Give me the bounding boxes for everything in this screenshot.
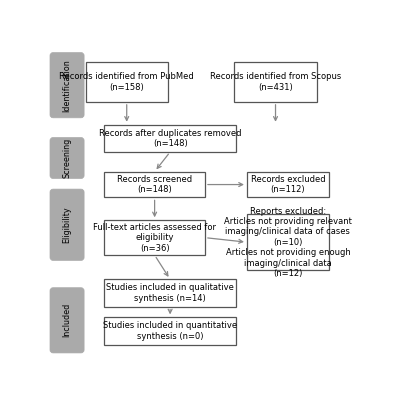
Text: Records excluded
(n=112): Records excluded (n=112) xyxy=(251,175,325,194)
FancyBboxPatch shape xyxy=(104,125,236,152)
FancyBboxPatch shape xyxy=(50,288,84,353)
FancyBboxPatch shape xyxy=(50,138,84,178)
FancyBboxPatch shape xyxy=(247,172,329,197)
FancyBboxPatch shape xyxy=(104,279,236,307)
Text: Studies included in qualitative
synthesis (n=14): Studies included in qualitative synthesi… xyxy=(106,283,234,303)
FancyBboxPatch shape xyxy=(104,317,236,345)
Text: Eligibility: Eligibility xyxy=(62,206,72,243)
FancyBboxPatch shape xyxy=(50,52,84,118)
Text: Identification: Identification xyxy=(62,59,72,112)
Text: Records identified from Scopus
(n=431): Records identified from Scopus (n=431) xyxy=(210,72,341,92)
FancyBboxPatch shape xyxy=(234,63,317,102)
FancyBboxPatch shape xyxy=(247,214,329,270)
Text: Full-text articles assessed for
eligibility
(n=36): Full-text articles assessed for eligibil… xyxy=(93,223,216,253)
Text: Records after duplicates removed
(n=148): Records after duplicates removed (n=148) xyxy=(99,128,241,148)
FancyBboxPatch shape xyxy=(50,189,84,260)
Text: Studies included in quantitative
synthesis (n=0): Studies included in quantitative synthes… xyxy=(103,321,237,341)
FancyBboxPatch shape xyxy=(104,220,205,255)
Text: Included: Included xyxy=(62,303,72,337)
Text: Records identified from PubMed
(n=158): Records identified from PubMed (n=158) xyxy=(59,72,194,92)
FancyBboxPatch shape xyxy=(104,172,205,197)
FancyBboxPatch shape xyxy=(86,63,168,102)
Text: Screening: Screening xyxy=(62,138,72,178)
Text: Reports excluded:
Articles not providing relevant
imaging/clinical data of cases: Reports excluded: Articles not providing… xyxy=(224,206,352,278)
Text: Records screened
(n=148): Records screened (n=148) xyxy=(117,175,192,194)
